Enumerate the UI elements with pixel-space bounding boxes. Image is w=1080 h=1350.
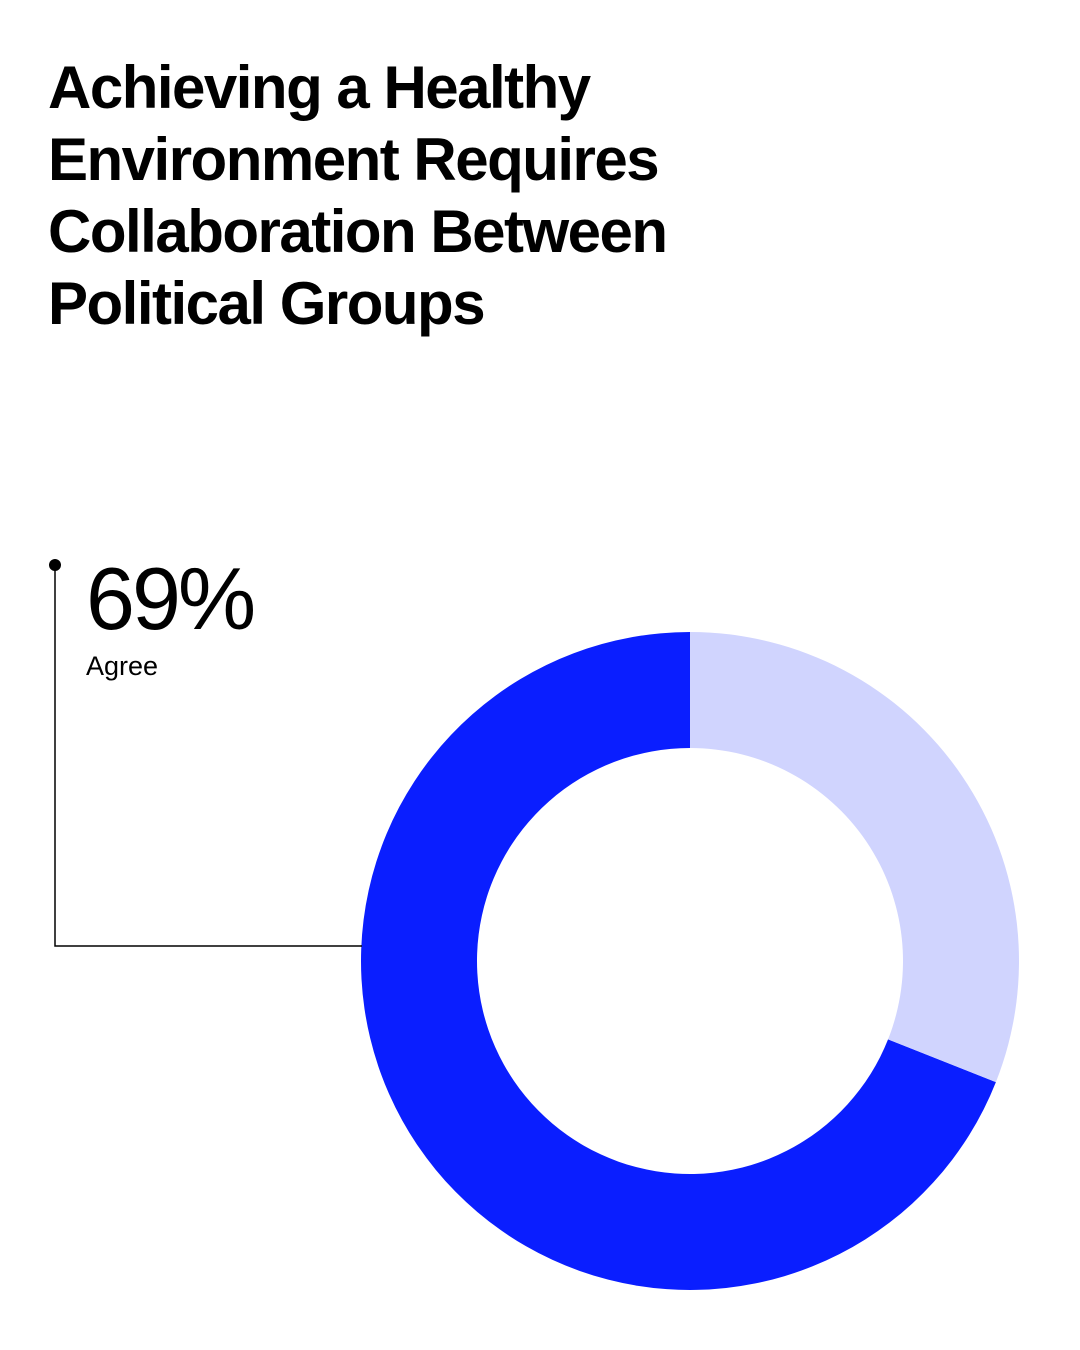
chart-title: Achieving a Healthy Environment Requires… [48, 54, 668, 337]
leader-dot [49, 559, 61, 571]
value-label: 69% [86, 549, 254, 648]
donut-slice [361, 632, 996, 1291]
leader-line [54, 565, 362, 947]
donut-slice [690, 632, 1020, 1083]
donut [361, 632, 1020, 1291]
category-label: Agree [86, 651, 158, 681]
